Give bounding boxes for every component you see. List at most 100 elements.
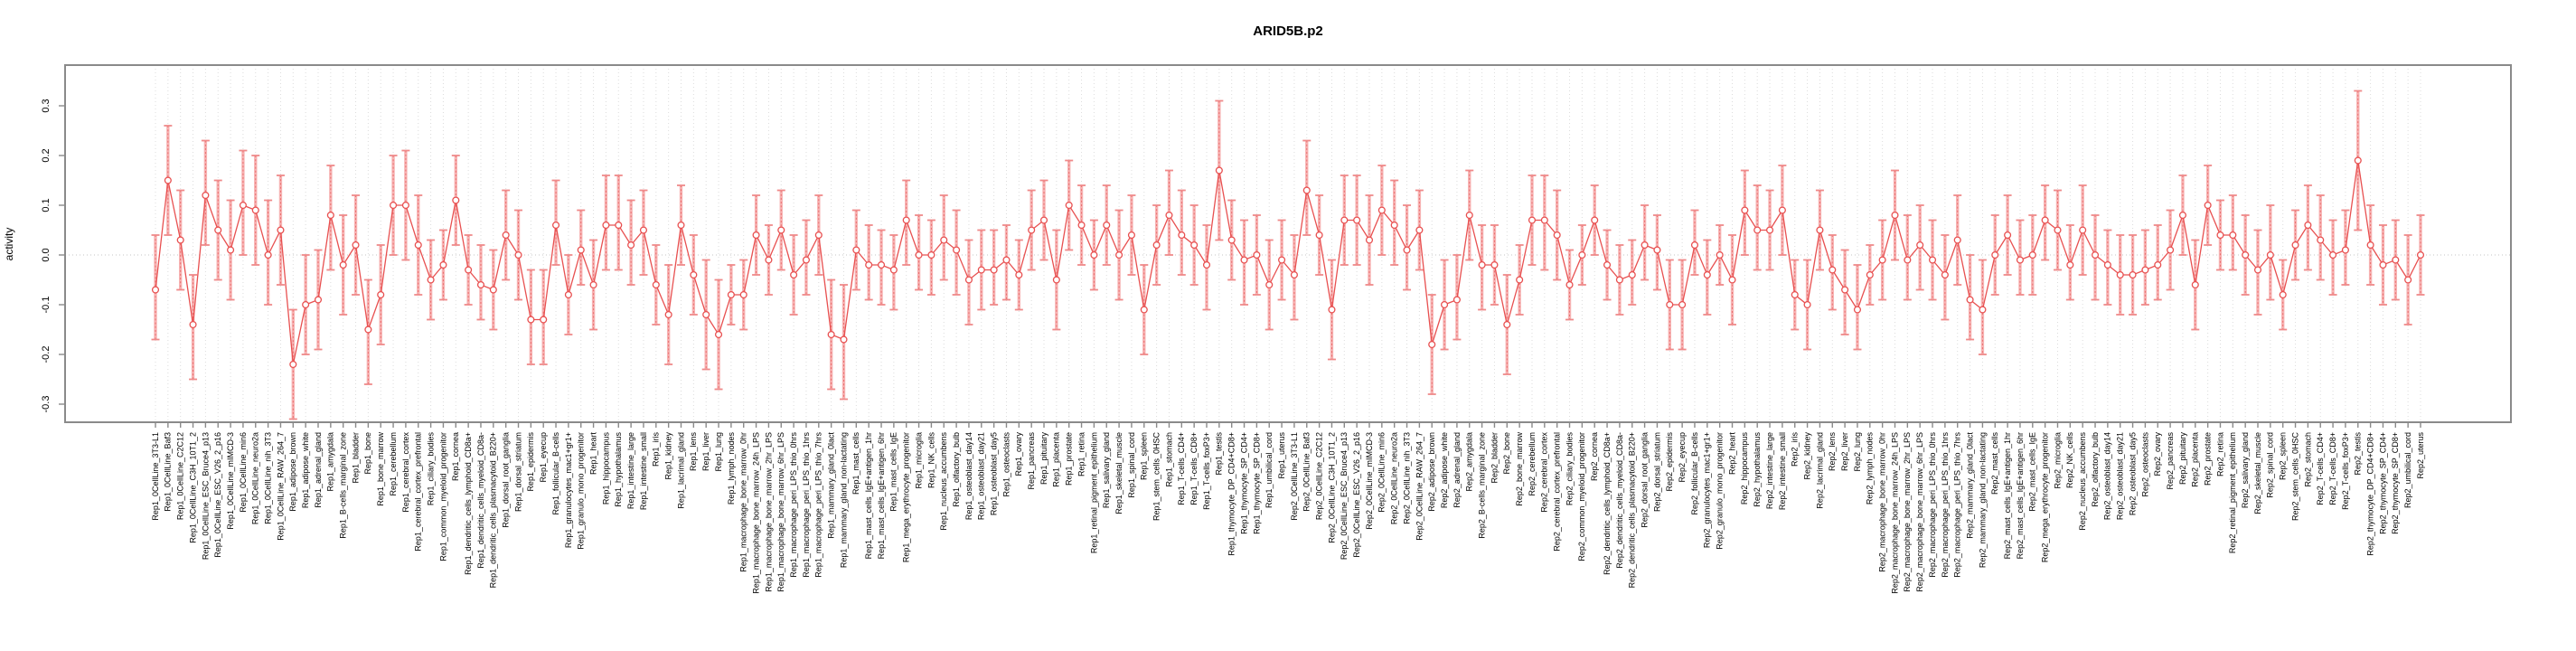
x-tick-label: Rep1_eyecup <box>539 432 548 483</box>
data-point <box>514 250 522 259</box>
data-point <box>1065 201 1073 210</box>
data-point <box>1853 306 1862 314</box>
x-tick-label: Rep2_dorsal_root_ganglia <box>1640 432 1649 528</box>
x-tick-label: Rep2_dorsal_striatum <box>1652 432 1661 512</box>
x-tick-label: Rep2_intestine_large <box>1765 432 1774 509</box>
data-point <box>1490 260 1499 269</box>
x-tick-label: Rep2_dendritic_cells_myeloid_CD8a- <box>1615 432 1624 569</box>
data-point <box>1653 246 1661 254</box>
x-tick-label: Rep1_dendritic_cells_myeloid_CD8a- <box>476 432 485 569</box>
x-tick-label: Rep1_macrophage_bone_marrow_6hr_LPS <box>776 432 785 592</box>
data-point <box>739 290 747 299</box>
x-tick-label: Rep1_mammary_gland_non-lactating <box>839 432 848 568</box>
x-tick-label: Rep1_0CellLine_mIMCD-3 <box>226 432 235 530</box>
x-tick-label: Rep1_macrophage_bone_marrow_0hr <box>739 432 748 572</box>
data-point <box>1253 250 1261 259</box>
data-point <box>1891 211 1899 220</box>
data-point <box>1791 290 1799 299</box>
data-point <box>1115 250 1123 259</box>
x-tick-label: Rep2_mast_cells <box>1990 432 1999 495</box>
x-tick-label: Rep1_stem_cells_0HSC <box>1152 432 1161 522</box>
data-point <box>1178 231 1186 240</box>
x-tick-label: Rep1_0CellLine_Baf3 <box>164 432 173 512</box>
data-point <box>502 231 510 240</box>
x-tick-label: Rep2_macrophage_peri_LPS_thio_1hrs <box>1941 432 1950 578</box>
data-point <box>2129 270 2137 279</box>
x-tick-label: Rep2_lymph_nodes <box>1866 432 1875 505</box>
data-point <box>2392 256 2400 264</box>
x-tick-label: Rep1_0CellLine_neuro2a <box>251 432 260 524</box>
data-point <box>1841 286 1849 294</box>
x-tick-label: Rep2_umbilical_cord <box>2403 432 2412 508</box>
data-point <box>439 260 447 269</box>
data-point <box>377 290 385 299</box>
data-point <box>164 176 172 184</box>
x-tick-label: Rep1_B-cells_marginal_zone <box>339 432 348 539</box>
x-tick-label: Rep2_mast_cells_IgE <box>2028 432 2037 512</box>
x-tick-label: Rep1_T-cells_CD4+ <box>1177 432 1186 505</box>
x-tick-label: Rep1_osteoblast_day5 <box>990 432 999 515</box>
data-point <box>977 266 985 274</box>
x-tick-label: Rep2_bone <box>1502 432 1511 475</box>
x-tick-label: Rep2_kidney <box>1802 432 1811 480</box>
x-tick-label: Rep1_spleen <box>1140 432 1149 480</box>
x-tick-label: Rep1_mast_cells_IgE+antigen_1hr <box>864 432 873 559</box>
x-tick-label: Rep2_spleen <box>2279 432 2288 480</box>
data-point <box>953 246 961 254</box>
x-tick-label: Rep2_cerebellum <box>1528 432 1537 496</box>
x-tick-label: Rep1_mast_cells_IgE <box>889 432 898 512</box>
x-tick-label: Rep1_intestine_small <box>639 432 648 510</box>
data-point <box>990 266 998 274</box>
data-point <box>289 360 297 369</box>
x-tick-label: Rep1_adipose_white <box>301 432 310 508</box>
x-tick-label: Rep1_granulo_mono_progenitor <box>577 432 586 550</box>
x-tick-label: Rep1_kidney <box>664 432 673 480</box>
x-tick-label: Rep1_common_myeloid_progenitor <box>438 432 447 561</box>
x-tick-label: Rep2_retinal_pigment_epithelium <box>2228 432 2237 553</box>
data-point <box>2103 260 2111 269</box>
x-tick-label: Rep2_0CellLine_RAW_264_7 <box>1415 432 1424 541</box>
data-point <box>1553 231 1561 240</box>
x-tick-label: Rep1_macrophage_peri_LPS_thio_0hrs <box>789 432 798 578</box>
x-tick-label: Rep2_skeletal_muscle <box>2253 432 2262 514</box>
data-point <box>865 260 873 269</box>
data-point <box>2329 250 2337 259</box>
data-point <box>2016 256 2025 264</box>
data-point <box>1916 241 1924 250</box>
x-tick-label: Rep1_liver <box>701 432 710 471</box>
data-point <box>1090 250 1098 259</box>
data-point <box>1641 241 1649 250</box>
data-point <box>1615 276 1623 284</box>
data-point <box>1741 206 1749 214</box>
x-tick-label: Rep1_lens <box>689 432 698 472</box>
data-point <box>1302 186 1311 194</box>
x-tick-label: Rep2_testis <box>2354 432 2363 476</box>
data-point <box>1878 256 1886 264</box>
x-tick-label: Rep2_bone_marrow <box>1515 432 1524 506</box>
data-point <box>1829 266 1837 274</box>
data-point <box>1353 216 1361 224</box>
data-point <box>1603 260 1612 269</box>
x-tick-label: Rep2_retina <box>2215 432 2224 476</box>
plot-border <box>64 64 2512 423</box>
x-tick-label: Rep1_cornea <box>451 432 460 481</box>
data-point <box>2041 216 2049 224</box>
x-tick-label: Rep1_0CellLine_C3H_10T1_2 <box>188 432 197 543</box>
data-point <box>964 276 973 284</box>
x-tick-label: Rep2_cerebral_cortex <box>1540 432 1549 513</box>
data-point <box>151 286 160 294</box>
data-point <box>1765 226 1774 234</box>
x-tick-label: Rep1_skeletal_muscle <box>1114 432 1123 514</box>
data-point <box>1465 211 1473 220</box>
data-point <box>1290 270 1298 279</box>
data-point <box>2279 290 2287 299</box>
x-tick-label: Rep2_0CellLine_min6 <box>1377 432 1387 513</box>
data-point <box>852 246 860 254</box>
data-point <box>2178 211 2186 220</box>
data-point <box>589 280 597 289</box>
data-point <box>714 330 723 339</box>
data-point <box>615 221 623 230</box>
x-tick-label: Rep2_epidermis <box>1665 432 1674 492</box>
x-tick-label: Rep2_adipose_white <box>1440 432 1449 508</box>
data-point <box>1628 270 1636 279</box>
